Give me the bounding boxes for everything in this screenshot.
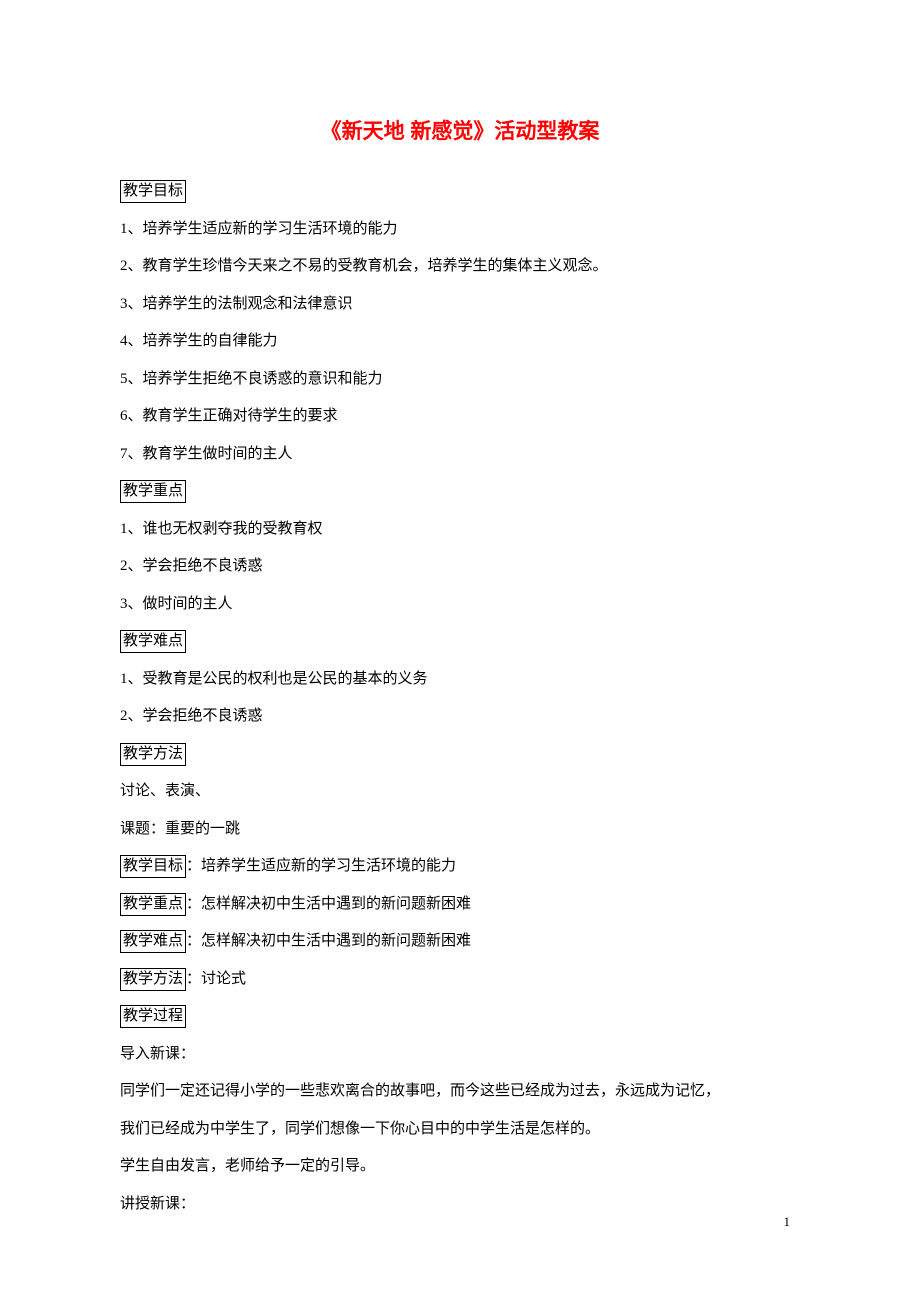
section-label: 教学目标	[120, 855, 186, 878]
body-text: 1、培养学生适应新的学习生活环境的能力	[120, 221, 398, 237]
body-text: 学生自由发言，老师给予一定的引导。	[120, 1158, 375, 1174]
body-text: 3、做时间的主人	[120, 596, 233, 612]
body-text: 3、培养学生的法制观念和法律意识	[120, 296, 353, 312]
body-text: 2、学会拒绝不良诱惑	[120, 558, 263, 574]
body-line: 讨论、表演、	[120, 773, 800, 811]
body-text: 课题：重要的一跳	[120, 821, 240, 837]
body-text: 2、教育学生珍惜今天来之不易的受教育机会，培养学生的集体主义观念。	[120, 258, 608, 274]
body-line: 2、学会拒绝不良诱惑	[120, 548, 800, 586]
body-text: 6、教育学生正确对待学生的要求	[120, 408, 338, 424]
body-line: 导入新课：	[120, 1036, 800, 1074]
document-title: 《新天地 新感觉》活动型教案	[120, 115, 800, 145]
body-line: 1、受教育是公民的权利也是公民的基本的义务	[120, 661, 800, 699]
body-line: 教学目标	[120, 173, 800, 211]
body-line: 教学难点：怎样解决初中生活中遇到的新问题新困难	[120, 923, 800, 961]
body-line: 2、学会拒绝不良诱惑	[120, 698, 800, 736]
body-text: ：怎样解决初中生活中遇到的新问题新困难	[186, 933, 471, 949]
page-number: 1	[784, 1214, 791, 1230]
body-line: 3、做时间的主人	[120, 586, 800, 624]
body-text: 7、教育学生做时间的主人	[120, 446, 293, 462]
section-label: 教学难点	[120, 630, 186, 653]
body-text: ：怎样解决初中生活中遇到的新问题新困难	[186, 896, 471, 912]
body-text: ：培养学生适应新的学习生活环境的能力	[186, 858, 456, 874]
document-page: 《新天地 新感觉》活动型教案 教学目标 1、培养学生适应新的学习生活环境的能力 2、…	[0, 0, 920, 1283]
section-label: 教学重点	[120, 480, 186, 503]
body-text: 同学们一定还记得小学的一些悲欢离合的故事吧，而今这些已经成为过去，永远成为记忆，	[120, 1083, 720, 1099]
body-text: 1、受教育是公民的权利也是公民的基本的义务	[120, 671, 428, 687]
section-label: 教学方法	[120, 968, 186, 991]
body-line: 7、教育学生做时间的主人	[120, 436, 800, 474]
body-line: 我们已经成为中学生了，同学们想像一下你心目中的中学生活是怎样的。	[120, 1111, 800, 1149]
document-body: 教学目标 1、培养学生适应新的学习生活环境的能力 2、教育学生珍惜今天来之不易的受教…	[120, 173, 800, 1223]
body-line: 教学过程	[120, 998, 800, 1036]
body-line: 5、培养学生拒绝不良诱惑的意识和能力	[120, 361, 800, 399]
body-text: 4、培养学生的自律能力	[120, 333, 278, 349]
body-line: 4、培养学生的自律能力	[120, 323, 800, 361]
section-label: 教学目标	[120, 180, 186, 203]
body-line: 讲授新课：	[120, 1186, 800, 1224]
section-label: 教学难点	[120, 930, 186, 953]
body-line: 1、谁也无权剥夺我的受教育权	[120, 511, 800, 549]
section-label: 教学重点	[120, 893, 186, 916]
body-line: 学生自由发言，老师给予一定的引导。	[120, 1148, 800, 1186]
body-line: 教学重点：怎样解决初中生活中遇到的新问题新困难	[120, 886, 800, 924]
body-line: 教学方法：讨论式	[120, 961, 800, 999]
body-line: 2、教育学生珍惜今天来之不易的受教育机会，培养学生的集体主义观念。	[120, 248, 800, 286]
body-line: 教学方法	[120, 736, 800, 774]
body-line: 6、教育学生正确对待学生的要求	[120, 398, 800, 436]
body-text: 5、培养学生拒绝不良诱惑的意识和能力	[120, 371, 383, 387]
body-text: 1、谁也无权剥夺我的受教育权	[120, 521, 323, 537]
body-line: 1、培养学生适应新的学习生活环境的能力	[120, 211, 800, 249]
body-text: 我们已经成为中学生了，同学们想像一下你心目中的中学生活是怎样的。	[120, 1121, 600, 1137]
body-text: ：讨论式	[186, 971, 246, 987]
body-text: 导入新课：	[120, 1046, 195, 1062]
body-line: 同学们一定还记得小学的一些悲欢离合的故事吧，而今这些已经成为过去，永远成为记忆，	[120, 1073, 800, 1111]
body-line: 教学难点	[120, 623, 800, 661]
body-line: 教学重点	[120, 473, 800, 511]
body-line: 教学目标：培养学生适应新的学习生活环境的能力	[120, 848, 800, 886]
section-label: 教学方法	[120, 743, 186, 766]
body-text: 讲授新课：	[120, 1196, 195, 1212]
body-line: 课题：重要的一跳	[120, 811, 800, 849]
body-text: 讨论、表演、	[120, 783, 210, 799]
section-label: 教学过程	[120, 1005, 186, 1028]
body-text: 2、学会拒绝不良诱惑	[120, 708, 263, 724]
body-line: 3、培养学生的法制观念和法律意识	[120, 286, 800, 324]
